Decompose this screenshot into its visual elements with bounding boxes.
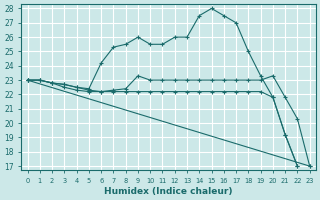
X-axis label: Humidex (Indice chaleur): Humidex (Indice chaleur)	[104, 187, 233, 196]
